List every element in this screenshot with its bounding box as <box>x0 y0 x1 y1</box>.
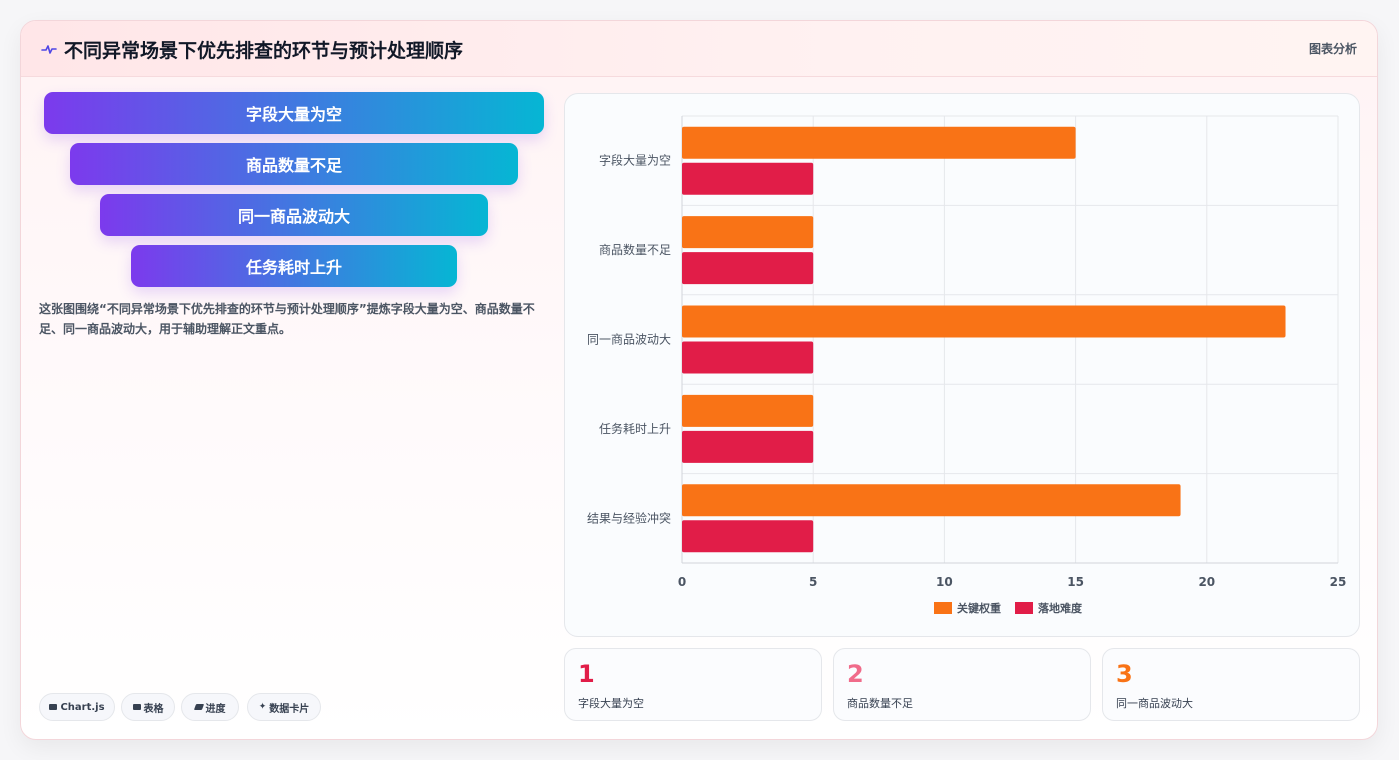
legend-swatch <box>1015 602 1033 614</box>
chart-panel: 字段大量为空 商品数量不足同一商品波动大任务耗时上升结果与经验冲突 0 5 10 15 20… <box>564 93 1360 637</box>
pulse-icon <box>41 45 57 54</box>
y-tick-label: 商品数量不足 <box>599 242 671 257</box>
bar-1-3 <box>682 305 1286 338</box>
page-title: 不同异常场景下优先排查的环节与预计处理顺序 <box>64 40 464 62</box>
chip-label: 进度 <box>205 703 226 715</box>
main-card: 不同异常场景下优先排查的环节与预计处理顺序 图表分析 字段大量为空 商品数量不足… <box>20 20 1378 740</box>
x-tick-label: 0 <box>678 575 686 589</box>
bar-1-2 <box>682 216 814 249</box>
y-tick-label: 字段大量为空 <box>599 153 671 168</box>
funnel-item-4: 任务耗时上升 <box>131 245 457 287</box>
stat-label: 字段大量为空 <box>578 697 644 710</box>
y-tick-label: 结果与经验冲突 <box>587 510 671 525</box>
stat-number: 1 <box>578 660 595 688</box>
bar-2-2 <box>682 252 814 285</box>
chip-label: Chart.js <box>60 701 105 713</box>
stat-card-1: 1 字段大量为空 <box>564 648 822 721</box>
chart-description: 这张图围绕“不同异常场景下优先排查的环节与预计处理顺序”提炼字段大量为空、商品数… <box>39 302 535 336</box>
bar-2-3 <box>682 341 814 374</box>
stat-label: 同一商品波动大 <box>1116 697 1193 710</box>
bar-1-1 <box>682 126 1076 159</box>
x-tick-label: 15 <box>1067 575 1084 589</box>
stat-card-2: 2 商品数量不足 <box>833 648 1091 721</box>
chip-label: 数据卡片 <box>269 703 310 715</box>
x-tick-label: 25 <box>1330 575 1347 589</box>
x-tick-label: 10 <box>936 575 953 589</box>
funnel-item-1: 字段大量为空 <box>44 92 544 134</box>
sparkle-icon: ✦ <box>258 702 267 712</box>
legend-label: 落地难度 <box>1038 601 1083 615</box>
x-tick-label: 20 <box>1198 575 1215 589</box>
bar-2-4 <box>682 430 814 463</box>
y-tick-label: 同一商品波动大 <box>587 332 671 347</box>
bar-2-1 <box>682 162 814 195</box>
bar-1-4 <box>682 394 814 427</box>
x-tick-label: 5 <box>809 575 817 589</box>
header: 不同异常场景下优先排查的环节与预计处理顺序 图表分析 <box>21 21 1377 77</box>
funnel-item-3: 同一商品波动大 <box>100 194 488 236</box>
stat-number: 3 <box>1116 660 1133 688</box>
chip-data-card[interactable]: ✦ 数据卡片 <box>247 693 321 721</box>
bar-1-5 <box>682 484 1181 517</box>
stat-card-3: 3 同一商品波动大 <box>1102 648 1360 721</box>
y-tick-label: 任务耗时上升 <box>599 421 671 436</box>
table-icon <box>132 704 141 710</box>
progress-icon <box>193 704 204 710</box>
legend-swatch <box>934 602 952 614</box>
stat-number: 2 <box>847 660 864 688</box>
chip-label: 表格 <box>143 703 164 715</box>
chart-analysis-tag: 图表分析 <box>1308 42 1357 56</box>
bar-2-5 <box>682 520 814 553</box>
funnel-item-2: 商品数量不足 <box>70 143 518 185</box>
chart-icon <box>49 704 58 710</box>
stat-label: 商品数量不足 <box>847 697 913 710</box>
chip-chartjs[interactable]: Chart.js <box>39 693 115 721</box>
chip-progress[interactable]: 进度 <box>181 693 239 721</box>
legend-label: 关键权重 <box>957 601 1001 615</box>
chip-table[interactable]: 表格 <box>121 693 175 721</box>
